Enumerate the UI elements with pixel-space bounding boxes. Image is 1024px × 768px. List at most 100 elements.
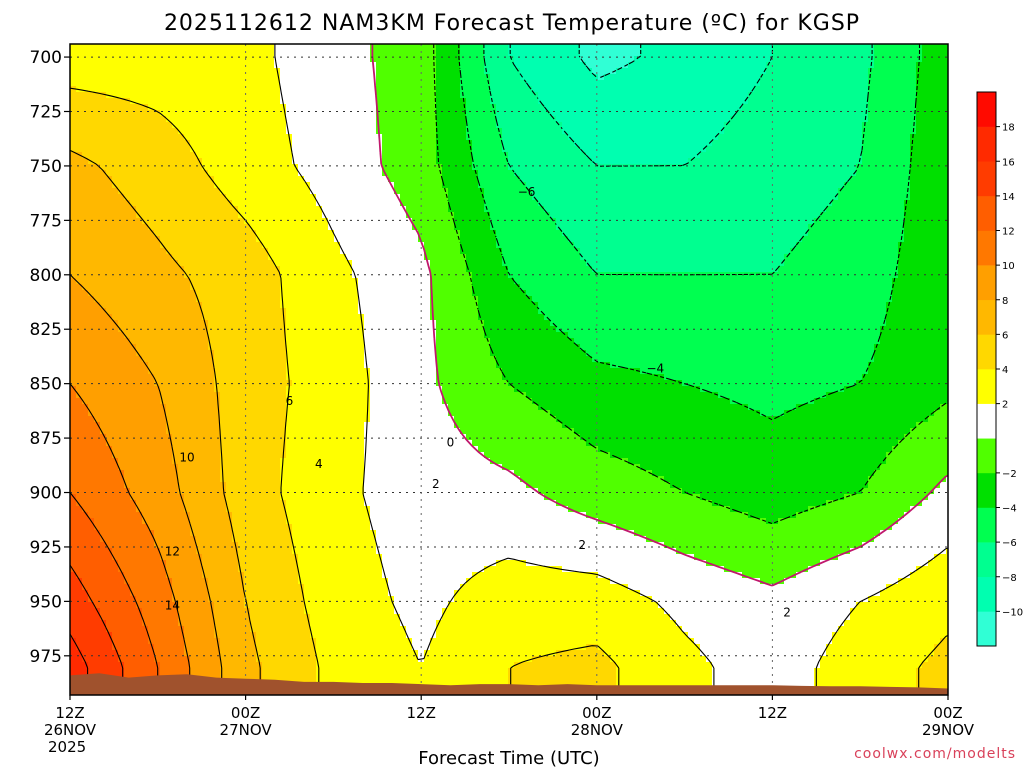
field-cell <box>664 176 671 183</box>
field-cell <box>946 116 953 123</box>
field-cell <box>94 110 101 117</box>
field-cell <box>178 224 185 231</box>
field-cell <box>274 140 281 147</box>
field-cell <box>490 98 497 105</box>
field-cell <box>166 194 173 201</box>
field-cell <box>562 86 569 93</box>
field-cell <box>406 152 413 159</box>
field-cell <box>610 92 617 99</box>
field-cell <box>394 146 401 153</box>
field-cell <box>496 230 503 237</box>
field-cell <box>832 44 839 51</box>
field-cell <box>796 176 803 183</box>
field-cell <box>802 134 809 141</box>
field-cell <box>706 128 713 135</box>
field-cell <box>544 242 551 249</box>
field-cell <box>778 194 785 201</box>
field-cell <box>754 44 761 51</box>
field-cell <box>346 200 353 207</box>
field-cell <box>202 224 209 231</box>
field-cell <box>406 74 413 81</box>
field-cell <box>304 224 311 231</box>
field-cell <box>538 164 545 171</box>
field-cell <box>496 194 503 201</box>
field-cell <box>412 44 419 51</box>
field-cell <box>790 56 797 63</box>
field-cell <box>766 170 773 177</box>
field-cell <box>586 86 593 93</box>
field-cell <box>352 44 359 51</box>
field-cell <box>178 68 185 75</box>
field-cell <box>940 236 947 243</box>
field-cell <box>298 188 305 195</box>
field-cell <box>244 158 251 165</box>
field-cell <box>850 80 857 87</box>
field-cell <box>610 242 617 249</box>
field-cell <box>526 170 533 177</box>
field-cell <box>550 68 557 75</box>
field-cell <box>340 182 347 189</box>
field-cell <box>778 176 785 183</box>
field-cell <box>442 62 449 69</box>
field-cell <box>760 176 767 183</box>
field-cell <box>136 92 143 99</box>
field-cell <box>100 212 107 219</box>
field-cell <box>880 68 887 75</box>
field-cell <box>76 182 83 189</box>
field-cell <box>748 128 755 135</box>
field-cell <box>514 242 521 249</box>
field-cell <box>844 50 851 57</box>
field-cell <box>706 80 713 87</box>
field-cell <box>250 98 257 105</box>
field-cell <box>286 224 293 231</box>
field-cell <box>244 206 251 213</box>
field-cell <box>394 218 401 225</box>
field-cell <box>742 110 749 117</box>
field-cell <box>826 68 833 75</box>
field-cell <box>298 98 305 105</box>
field-cell <box>610 236 617 243</box>
field-cell <box>202 194 209 201</box>
field-cell <box>124 104 131 111</box>
field-cell <box>916 122 923 129</box>
field-cell <box>184 68 191 75</box>
field-cell <box>328 152 335 159</box>
field-cell <box>292 80 299 87</box>
field-cell <box>304 236 311 243</box>
field-cell <box>358 158 365 165</box>
field-cell <box>118 152 125 159</box>
field-cell <box>442 140 449 147</box>
field-cell <box>130 182 137 189</box>
field-cell <box>142 140 149 147</box>
field-cell <box>160 164 167 171</box>
field-cell <box>220 206 227 213</box>
field-cell <box>490 188 497 195</box>
field-cell <box>820 116 827 123</box>
field-cell <box>298 110 305 117</box>
field-cell <box>172 188 179 195</box>
field-cell <box>634 68 641 75</box>
field-cell <box>940 128 947 135</box>
field-cell <box>178 140 185 147</box>
field-cell <box>862 62 869 69</box>
field-cell <box>214 236 221 243</box>
field-cell <box>346 80 353 87</box>
field-cell <box>232 134 239 141</box>
field-cell <box>754 98 761 105</box>
field-cell <box>922 80 929 87</box>
field-cell <box>238 236 245 243</box>
field-cell <box>634 98 641 105</box>
field-cell <box>820 170 827 177</box>
field-cell <box>106 80 113 87</box>
field-cell <box>442 152 449 159</box>
field-cell <box>928 92 935 99</box>
field-cell <box>712 50 719 57</box>
field-cell <box>622 164 629 171</box>
field-cell <box>616 152 623 159</box>
field-cell <box>778 98 785 105</box>
field-cell <box>100 116 107 123</box>
field-cell <box>166 62 173 69</box>
field-cell <box>946 140 953 147</box>
field-cell <box>934 158 941 165</box>
field-cell <box>604 224 611 231</box>
